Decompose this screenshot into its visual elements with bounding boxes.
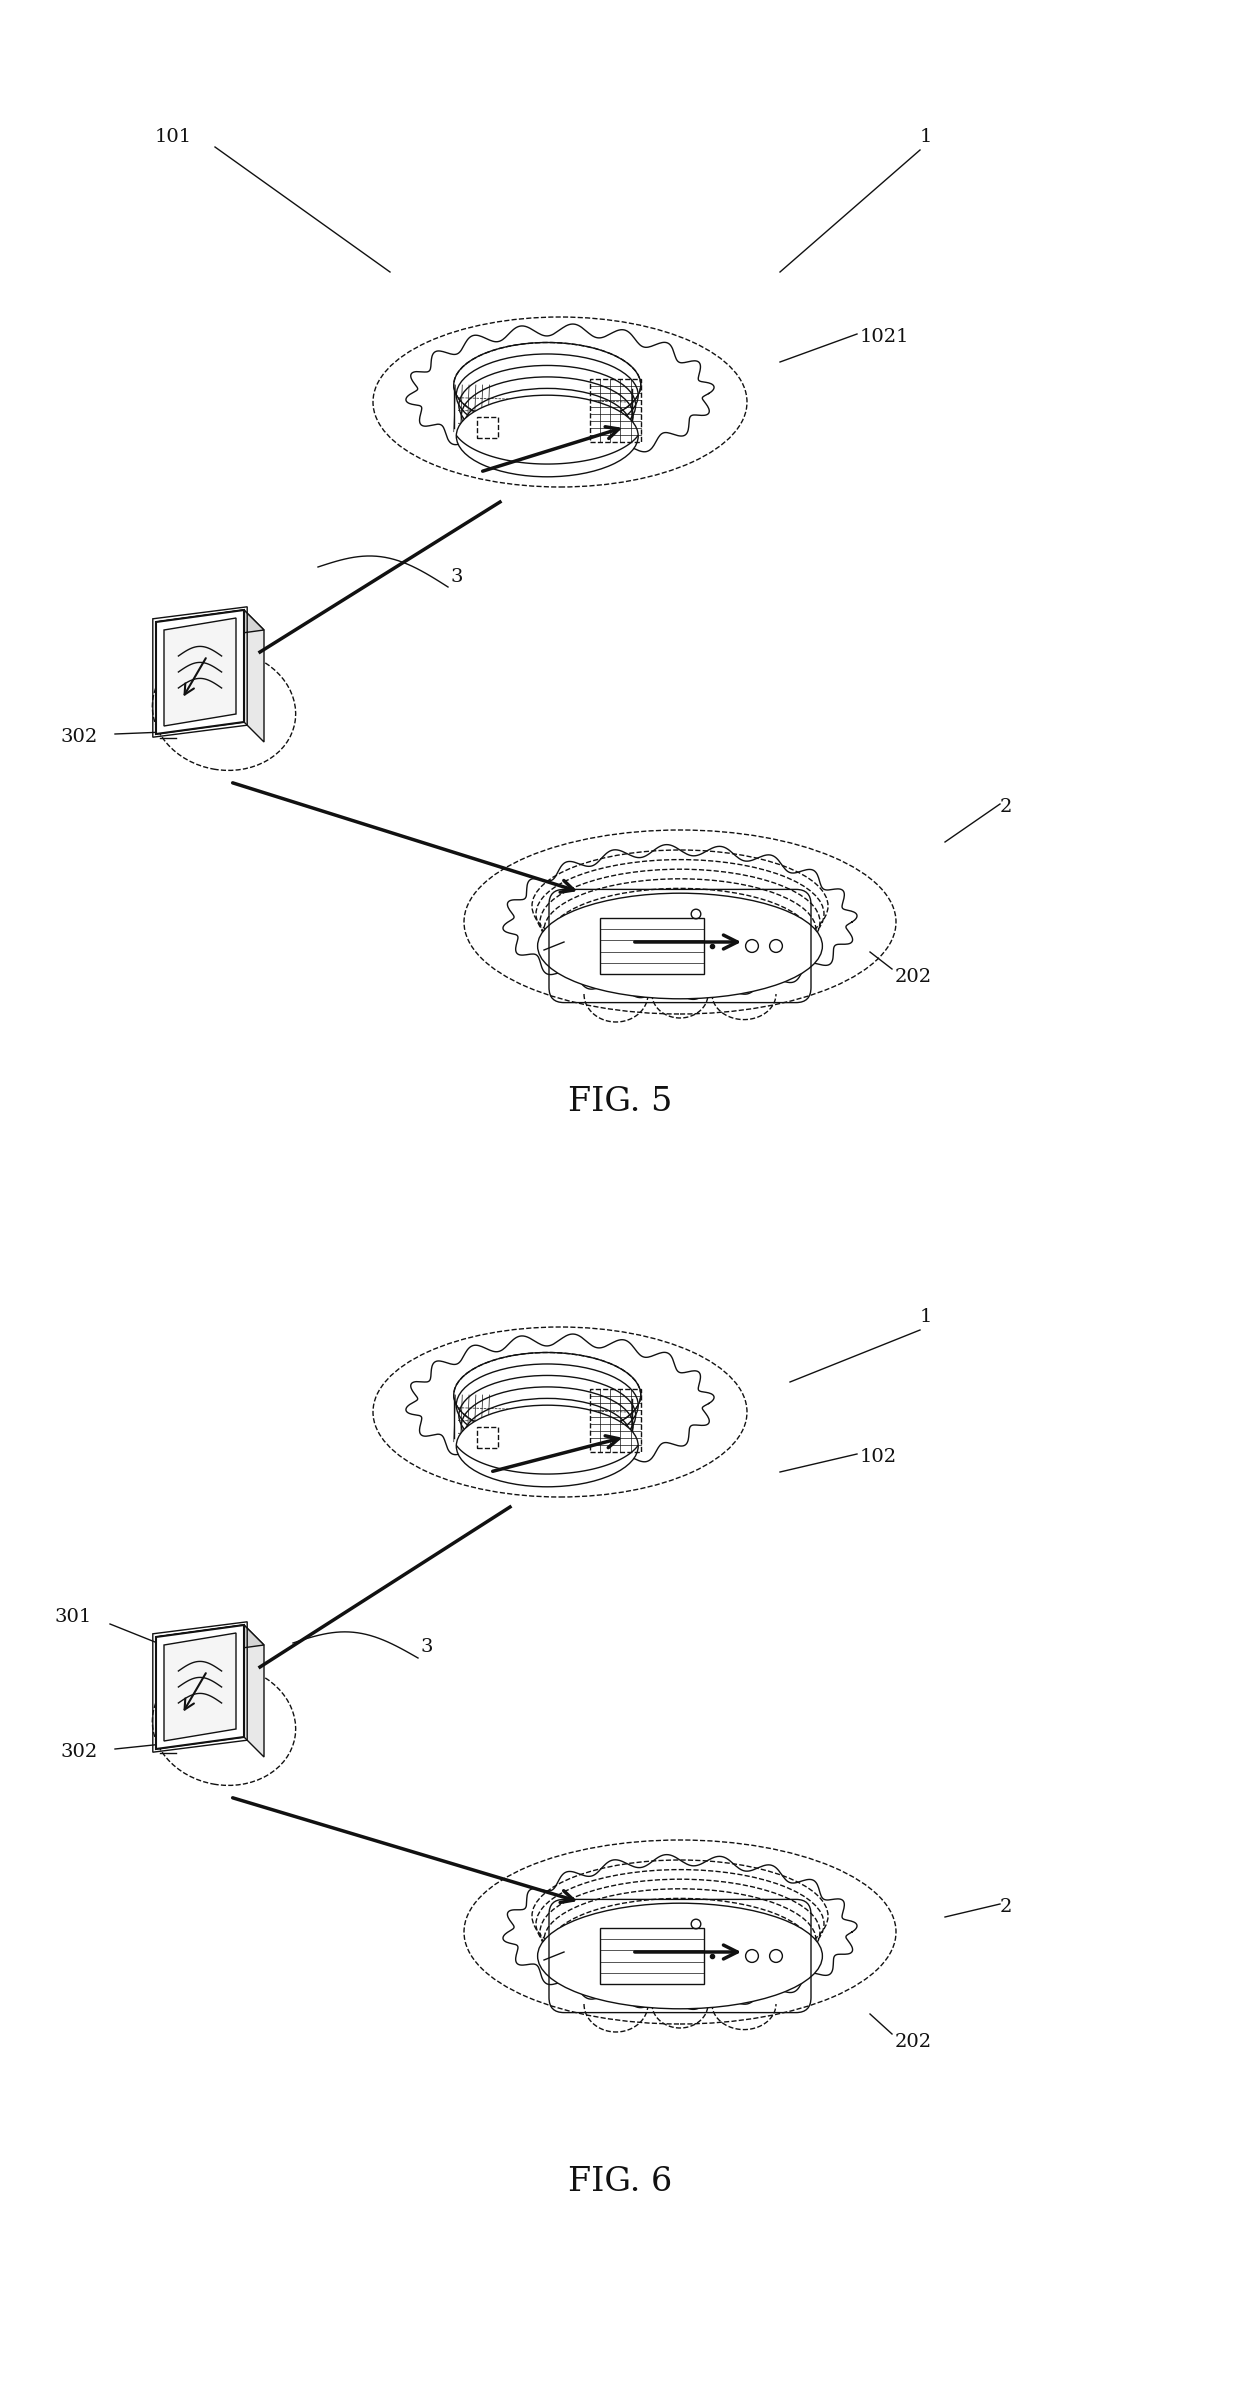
Ellipse shape xyxy=(456,395,639,476)
Polygon shape xyxy=(164,617,236,727)
Text: 202: 202 xyxy=(895,967,932,986)
Polygon shape xyxy=(156,610,264,643)
Bar xyxy=(590,1389,641,1453)
Bar xyxy=(590,379,641,443)
Polygon shape xyxy=(164,1634,236,1741)
Text: 1: 1 xyxy=(920,129,932,145)
Text: 302: 302 xyxy=(60,729,97,746)
Bar xyxy=(600,1927,704,1984)
Text: FIG. 6: FIG. 6 xyxy=(568,2165,672,2199)
Text: 301: 301 xyxy=(55,1608,92,1627)
Text: 1021: 1021 xyxy=(861,329,909,345)
Bar xyxy=(477,1427,498,1448)
Ellipse shape xyxy=(538,893,822,998)
Text: 101: 101 xyxy=(155,129,192,145)
Bar xyxy=(477,417,498,438)
Ellipse shape xyxy=(456,1405,639,1486)
Text: 3: 3 xyxy=(450,567,463,586)
Text: 3: 3 xyxy=(420,1639,433,1655)
Polygon shape xyxy=(244,610,264,743)
Polygon shape xyxy=(156,1625,244,1748)
Polygon shape xyxy=(156,1625,264,1658)
Text: 2: 2 xyxy=(999,1898,1012,1915)
Bar xyxy=(600,917,704,974)
Polygon shape xyxy=(156,610,244,734)
Ellipse shape xyxy=(538,1903,822,2008)
Text: 2: 2 xyxy=(999,798,1012,817)
Text: 1: 1 xyxy=(920,1308,932,1327)
Text: FIG. 5: FIG. 5 xyxy=(568,1086,672,1117)
Text: 302: 302 xyxy=(60,1744,97,1760)
Text: 202: 202 xyxy=(895,2032,932,2051)
Polygon shape xyxy=(244,1625,264,1758)
Text: 102: 102 xyxy=(861,1448,897,1465)
